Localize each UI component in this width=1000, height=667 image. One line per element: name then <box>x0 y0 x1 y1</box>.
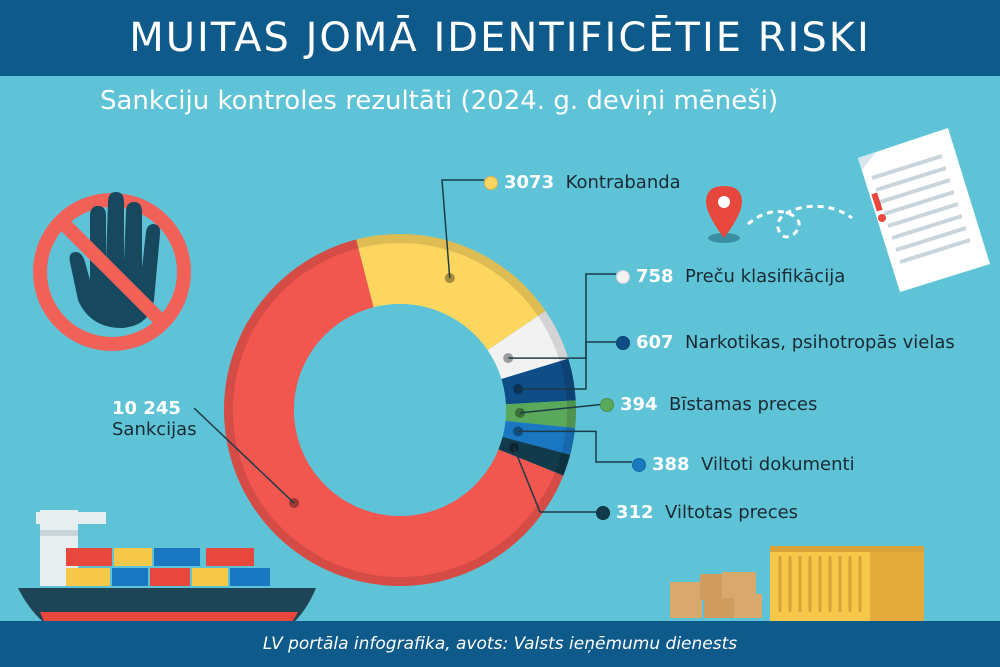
donut-slice <box>498 436 571 476</box>
document-warning-icon <box>858 128 990 292</box>
donut-slice-rim <box>356 234 546 316</box>
label-dot <box>632 458 646 472</box>
leader-line <box>518 341 616 390</box>
label-name: Kontrabanda <box>565 172 681 193</box>
page-subtitle: Sankciju kontroles rezultāti (2024. g. d… <box>100 86 779 116</box>
label-dot <box>484 176 498 190</box>
page-title: MUITAS JOMĀ IDENTIFICĒTIE RISKI <box>129 15 871 61</box>
label-value: 312 <box>616 502 654 523</box>
label-value: 3073 <box>504 172 555 193</box>
label-value: 388 <box>652 454 690 475</box>
leader-line <box>508 273 616 359</box>
label-name: Bīstamas preces <box>669 394 818 415</box>
label-name: Preču klasifikācija <box>685 266 846 287</box>
label-value: 758 <box>636 266 674 287</box>
label-value: 10 245 <box>112 398 181 419</box>
label-value: 394 <box>620 394 658 415</box>
donut-slice-rim <box>566 400 576 428</box>
donut-chart <box>224 234 576 586</box>
donut-slice-rim <box>559 358 576 401</box>
leader-lines <box>193 179 632 513</box>
boxes-icon <box>670 572 762 618</box>
label-viltoti-dokumenti: 388 Viltoti dokumenti <box>632 454 855 475</box>
label-name: Narkotikas, psihotropās vielas <box>685 332 955 353</box>
donut-slice <box>224 239 564 586</box>
label-kontrabanda: 3073 Kontrabanda <box>484 172 681 193</box>
shipping-container-icon <box>770 546 924 622</box>
leader-line <box>519 403 607 414</box>
donut-slice-rim <box>555 452 571 476</box>
header-bar: MUITAS JOMĀ IDENTIFICĒTIE RISKI <box>0 0 1000 76</box>
leader-line <box>441 179 484 279</box>
label-dot <box>616 336 630 350</box>
donut-slice <box>502 420 576 455</box>
footer-bar: LV portāla infografika, avots: Valsts ie… <box>0 621 1000 667</box>
location-pin-icon <box>706 186 853 243</box>
donut-hole <box>294 304 506 516</box>
label-bistamas-preces: 394 Bīstamas preces <box>600 394 817 415</box>
leader-line <box>518 430 632 463</box>
label-name: Sankcijas <box>112 419 197 440</box>
stop-hand-icon <box>33 192 191 351</box>
leader-line <box>193 407 295 504</box>
leader-line <box>513 447 596 513</box>
donut-slice-rim <box>537 310 569 362</box>
label-dot <box>600 398 614 412</box>
donut-slice <box>356 234 546 351</box>
label-value: 607 <box>636 332 674 353</box>
label-sankcijas: 10 245 Sankcijas <box>112 398 197 440</box>
label-dot <box>596 506 610 520</box>
label-viltotas-preces: 312 Viltotas preces <box>596 502 798 523</box>
label-narkotikas: 607 Narkotikas, psihotropās vielas <box>616 332 955 353</box>
label-dot <box>616 270 630 284</box>
donut-slice <box>505 400 576 428</box>
footer-source: LV portāla infografika, avots: Valsts ie… <box>262 634 738 654</box>
donut-slice <box>501 358 576 405</box>
label-precu-klasifikacija: 758 Preču klasifikācija <box>616 266 845 287</box>
donut-slice <box>487 310 569 380</box>
donut-slice-rim <box>561 427 576 455</box>
label-name: Viltotas preces <box>665 502 799 523</box>
label-name: Viltoti dokumenti <box>701 454 855 475</box>
